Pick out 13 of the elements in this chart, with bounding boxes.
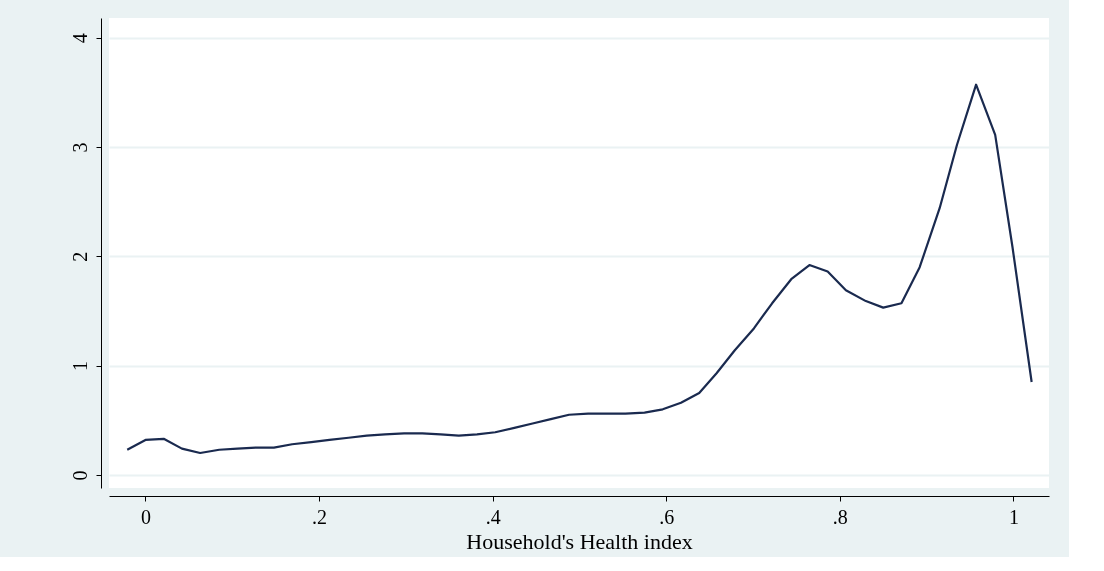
line-series <box>126 83 1033 455</box>
y-tick-label: 2 <box>68 251 91 262</box>
y-tick-label: 3 <box>68 142 91 153</box>
y-tick-label: 0 <box>68 470 91 481</box>
x-axis-title: Household's Health index <box>466 528 693 554</box>
y-tick-label: 4 <box>68 33 91 44</box>
x-tick-label: 1 <box>1008 505 1019 528</box>
x-tick-label: 0 <box>140 505 151 528</box>
x-tick-label: .6 <box>659 505 675 528</box>
x-tick-label: .4 <box>485 505 501 528</box>
x-tick-label: .2 <box>312 505 328 528</box>
x-tick-label: .8 <box>832 505 848 528</box>
y-tick-label: 1 <box>68 361 91 372</box>
